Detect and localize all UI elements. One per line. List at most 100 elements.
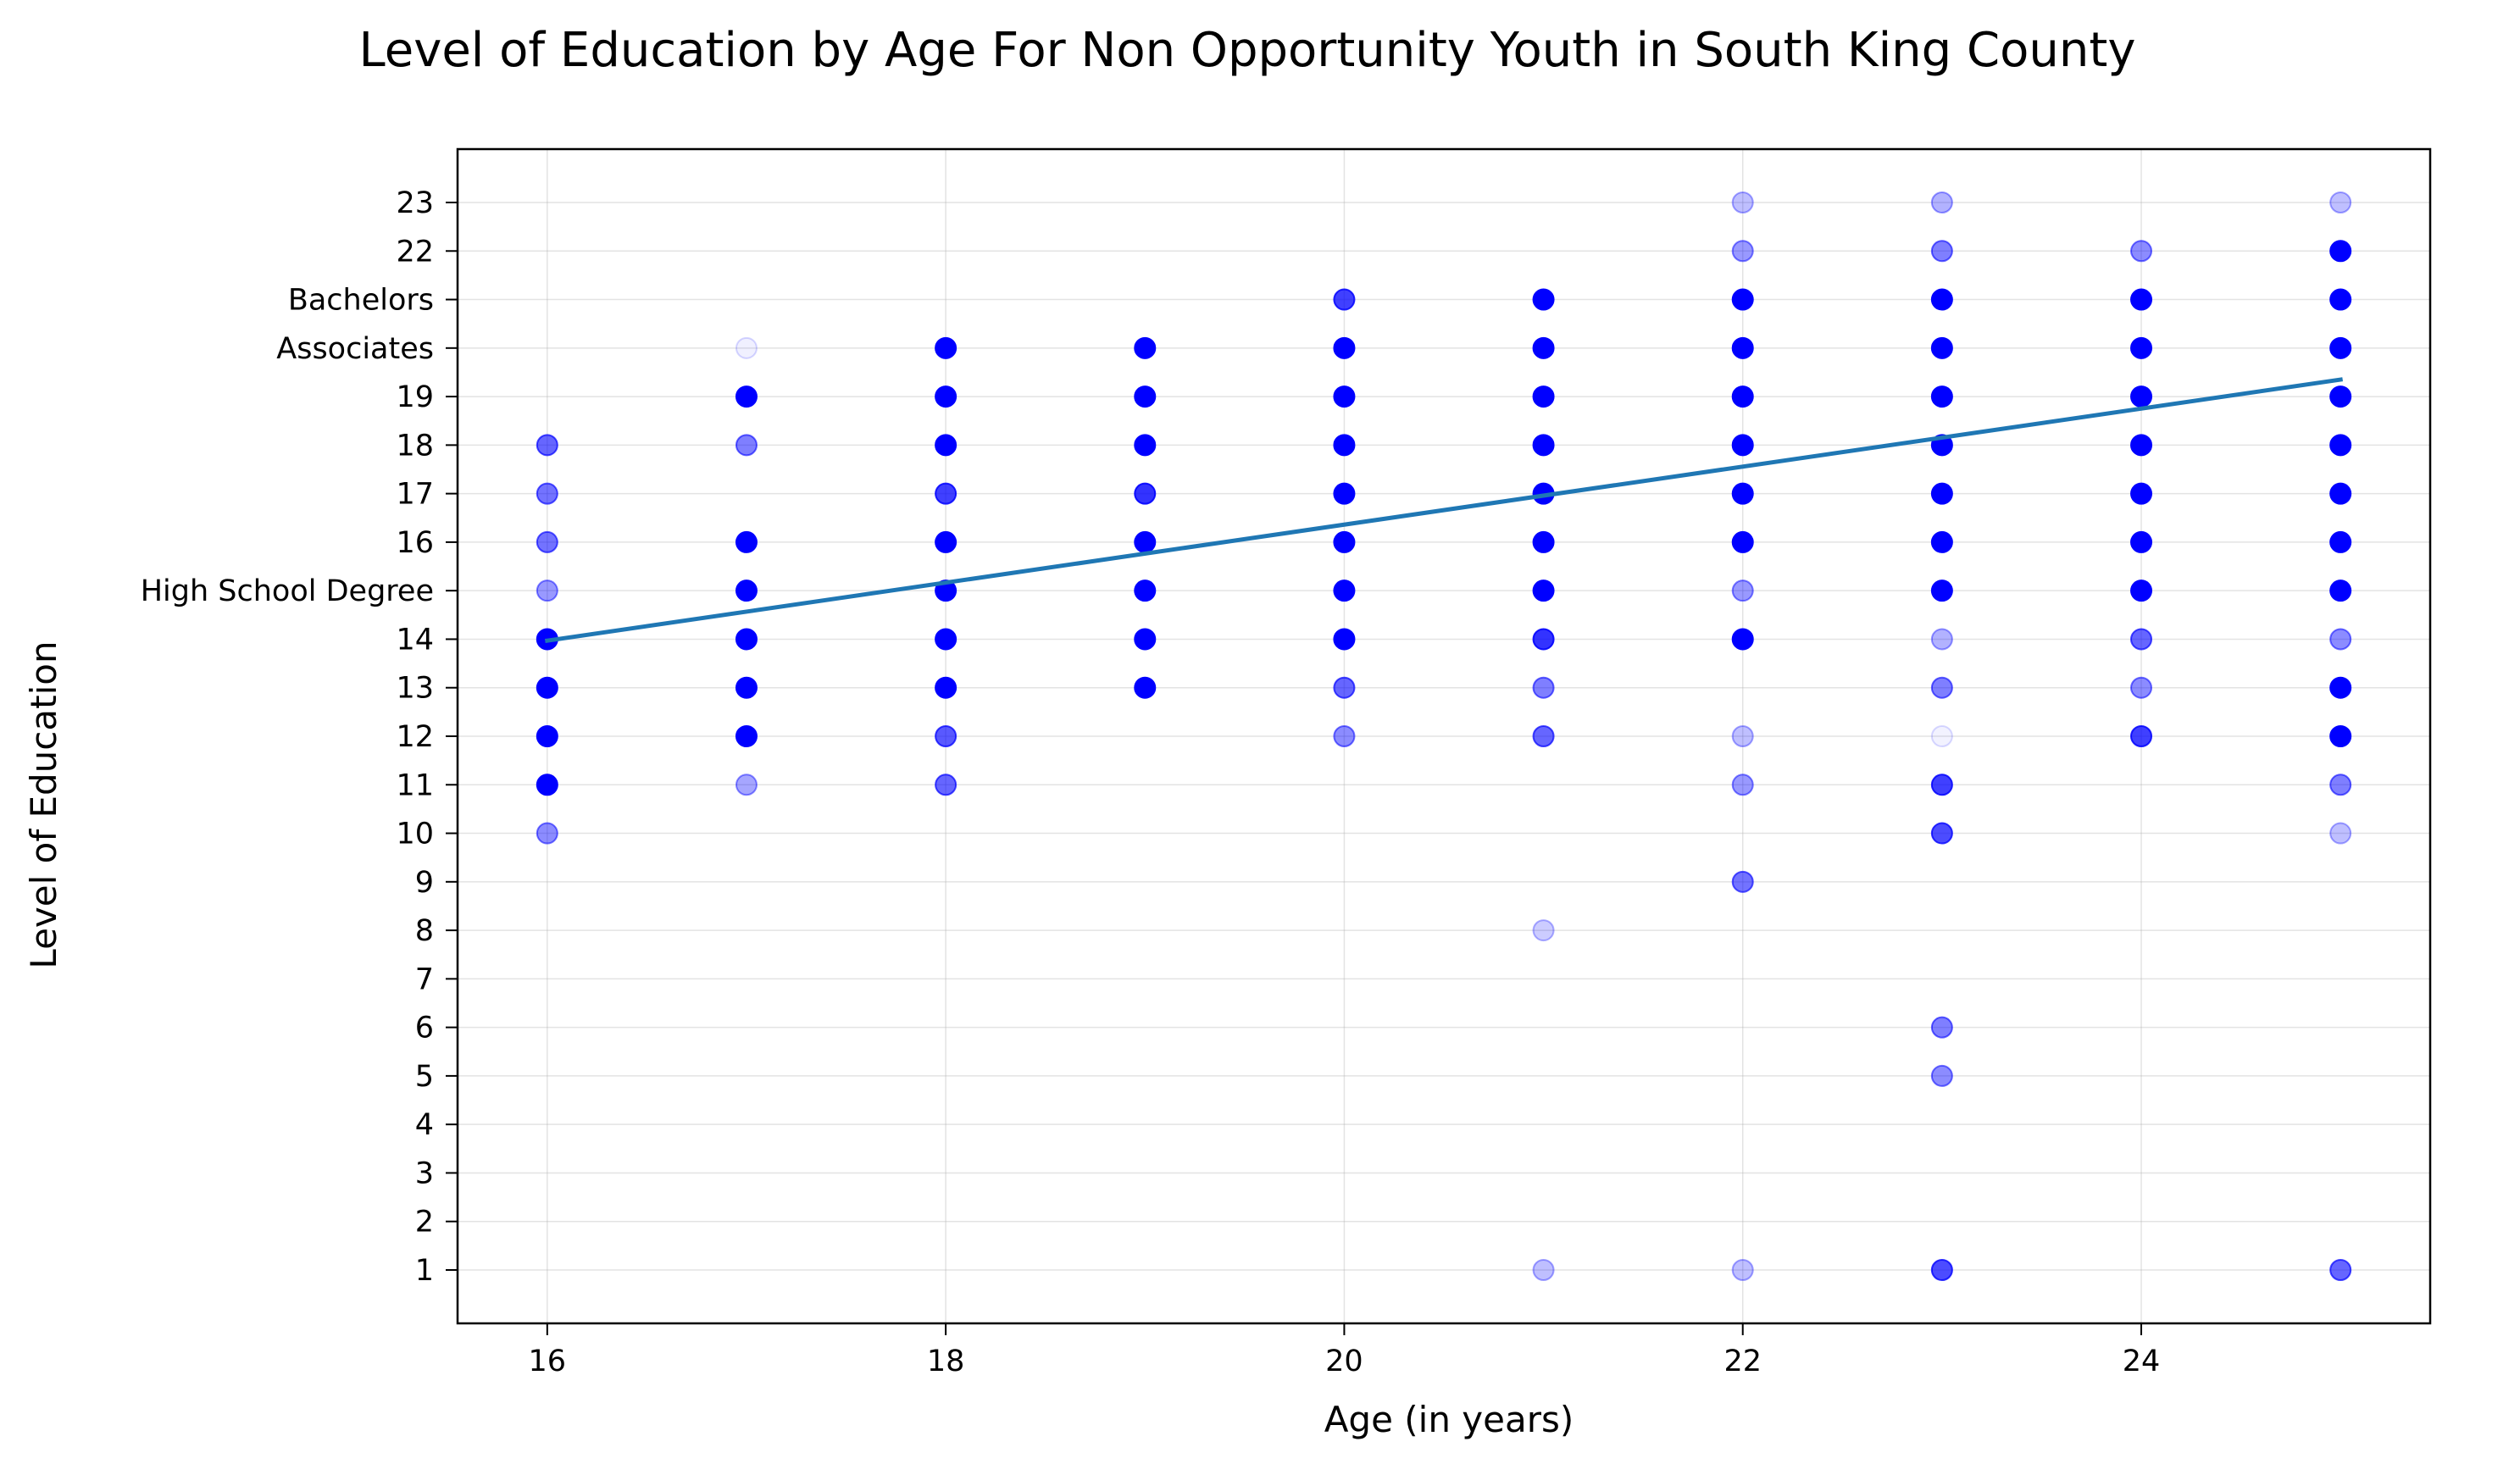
- data-point: [2130, 288, 2153, 311]
- chart-title: Level of Education by Age For Non Opport…: [359, 23, 2136, 78]
- data-point: [1532, 725, 1555, 747]
- data-point: [935, 482, 957, 505]
- data-point: [1930, 482, 1953, 505]
- data-point: [1532, 385, 1555, 408]
- data-point: [935, 530, 957, 553]
- data-point: [1930, 191, 1953, 214]
- data-point: [2329, 336, 2352, 359]
- y-tick-label: 19: [396, 380, 434, 414]
- data-point: [735, 725, 758, 747]
- y-tick-label: 2: [415, 1206, 434, 1239]
- data-point: [735, 434, 758, 457]
- data-point: [1731, 725, 1754, 747]
- data-point: [2329, 385, 2352, 408]
- data-point: [735, 580, 758, 602]
- data-point: [2329, 725, 2352, 747]
- data-point: [1930, 1016, 1953, 1039]
- data-point: [536, 822, 558, 845]
- y-tick-label: 9: [415, 866, 434, 900]
- data-point: [1333, 725, 1356, 747]
- data-point: [735, 530, 758, 553]
- data-point: [2329, 191, 2352, 214]
- data-point: [735, 676, 758, 699]
- data-point: [935, 725, 957, 747]
- data-point: [1134, 580, 1157, 602]
- y-tick-label: 4: [415, 1108, 434, 1142]
- data-point: [2130, 240, 2153, 263]
- y-tick-label: 8: [415, 914, 434, 948]
- data-point: [1532, 919, 1555, 942]
- data-point: [935, 628, 957, 651]
- data-point: [935, 385, 957, 408]
- y-tick-label: Associates: [276, 332, 434, 366]
- x-tick-label: 22: [1723, 1345, 1762, 1378]
- data-point: [1532, 676, 1555, 699]
- data-point: [2329, 628, 2352, 651]
- data-point: [1930, 288, 1953, 311]
- data-point: [1333, 482, 1356, 505]
- trend-layer: [544, 377, 2344, 644]
- y-tick-label: 22: [396, 235, 434, 269]
- data-point: [536, 725, 558, 747]
- data-point: [2329, 530, 2352, 553]
- x-tick-label: 20: [1325, 1345, 1363, 1378]
- data-point: [1930, 385, 1953, 408]
- data-point: [1731, 870, 1754, 893]
- data-point: [1134, 628, 1157, 651]
- data-point: [1134, 434, 1157, 457]
- data-point: [2130, 336, 2153, 359]
- data-point: [2130, 530, 2153, 553]
- y-tick-label: 3: [415, 1156, 434, 1190]
- data-point: [1930, 676, 1953, 699]
- data-point: [1532, 580, 1555, 602]
- trend-line: [544, 377, 2344, 644]
- data-point: [2130, 628, 2153, 651]
- y-tick-label: 10: [396, 818, 434, 851]
- data-point: [1333, 434, 1356, 457]
- data-point: [1134, 385, 1157, 408]
- data-point: [1333, 530, 1356, 553]
- data-point: [1930, 336, 1953, 359]
- data-point: [1532, 628, 1555, 651]
- y-tick-label: 12: [396, 720, 434, 754]
- x-tick-label: 18: [927, 1345, 965, 1378]
- y-tick-label: 13: [396, 672, 434, 706]
- data-point: [1731, 434, 1754, 457]
- points-layer: [536, 191, 2352, 1281]
- data-point: [1731, 240, 1754, 263]
- data-point: [1731, 191, 1754, 214]
- data-point: [1134, 530, 1157, 553]
- data-point: [1930, 530, 1953, 553]
- x-tick-label: 24: [2123, 1345, 2161, 1378]
- data-point: [2130, 434, 2153, 457]
- data-point: [536, 580, 558, 602]
- data-point: [735, 628, 758, 651]
- data-point: [1731, 580, 1754, 602]
- data-point: [2329, 822, 2352, 845]
- x-axis-label: Age (in years): [1324, 1399, 1574, 1440]
- data-point: [1333, 288, 1356, 311]
- data-point: [1731, 530, 1754, 553]
- data-point: [2130, 482, 2153, 505]
- data-point: [1532, 336, 1555, 359]
- data-point: [1134, 676, 1157, 699]
- data-point: [1333, 336, 1356, 359]
- data-point: [2130, 580, 2153, 602]
- data-point: [935, 774, 957, 796]
- data-point: [1134, 482, 1157, 505]
- y-tick-label: 1: [415, 1254, 434, 1288]
- data-point: [1731, 336, 1754, 359]
- y-tick-label: 5: [415, 1060, 434, 1094]
- data-point: [2329, 240, 2352, 263]
- y-axis-label: Level of Education: [23, 640, 64, 968]
- data-point: [2130, 676, 2153, 699]
- data-point: [2329, 774, 2352, 796]
- y-tick-label: 14: [396, 623, 434, 657]
- x-tick-label: 16: [529, 1345, 567, 1378]
- y-tick-label: 7: [415, 962, 434, 996]
- y-tick-label: 16: [396, 526, 434, 560]
- data-point: [1930, 580, 1953, 602]
- y-tick-label: 23: [396, 186, 434, 220]
- y-tick-label: High School Degree: [141, 574, 434, 608]
